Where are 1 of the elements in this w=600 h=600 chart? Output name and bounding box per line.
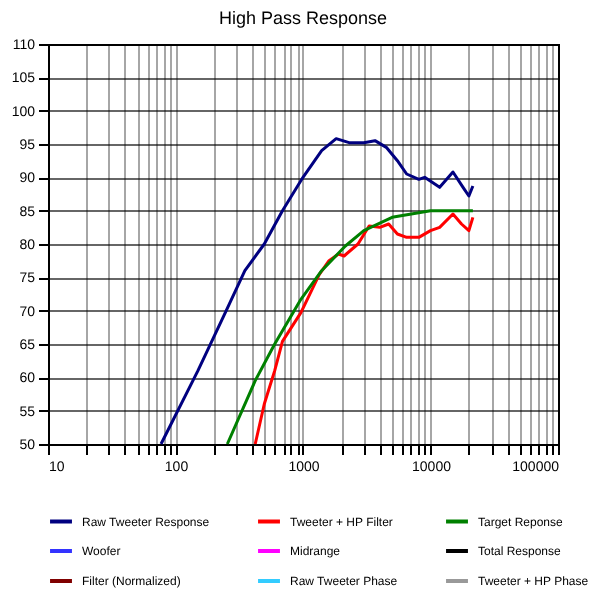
- chart-title: High Pass Response: [218, 8, 388, 28]
